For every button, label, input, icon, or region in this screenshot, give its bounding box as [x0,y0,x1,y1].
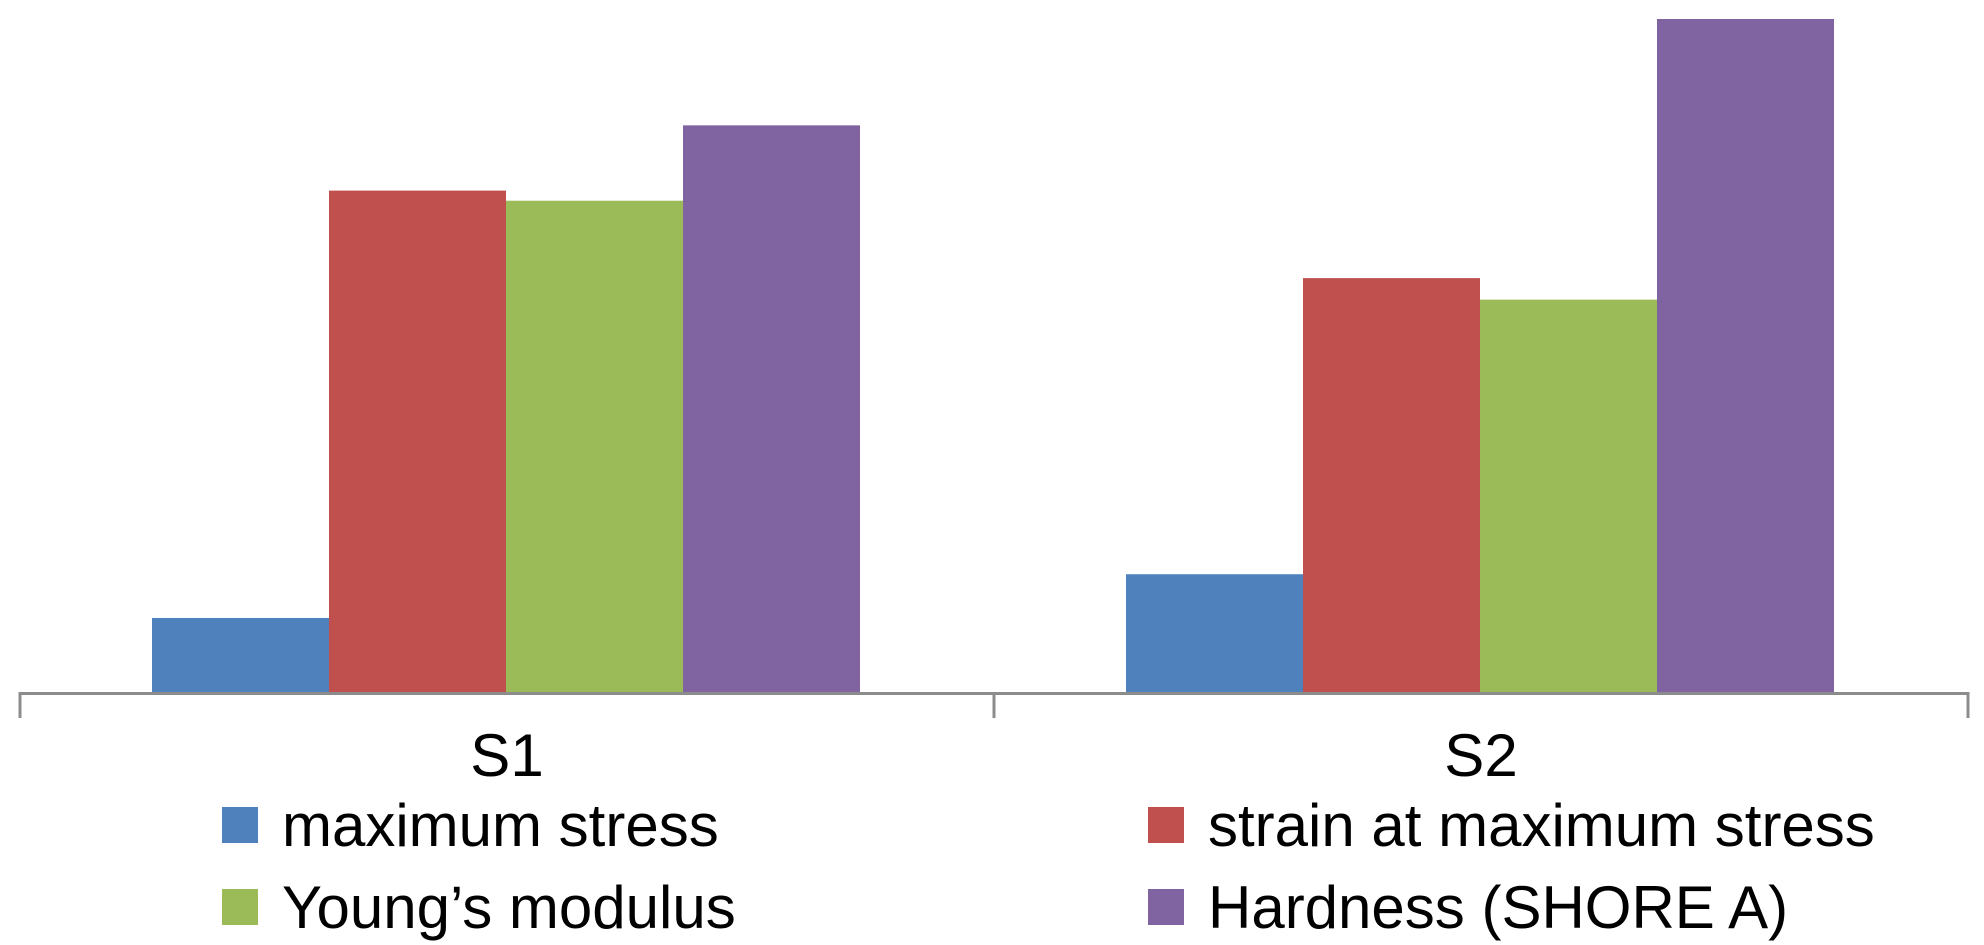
legend-swatch [222,889,258,925]
x-axis-tick-labels: S1 S2 [470,722,1517,789]
bar-s1-series-2 [329,190,506,693]
legend-label: Hardness (SHORE A) [1208,874,1788,941]
bar-s1-series-3 [506,200,683,692]
legend-item-1: maximum stress [222,792,719,859]
bars-layer [152,19,1834,693]
legend: maximum stress strain at maximum stress Yo… [222,792,1875,941]
x-axis-ticks [18,692,1970,718]
x-tick-label-s2: S2 [1444,722,1517,789]
x-tick-label-s1: S1 [470,722,543,789]
bar-s2-series-2 [1303,278,1480,692]
legend-swatch [222,807,258,843]
legend-item-4: Hardness (SHORE A) [1148,874,1788,941]
legend-swatch [1148,807,1184,843]
legend-swatch [1148,889,1184,925]
bar-s2-series-1 [1126,574,1303,692]
legend-label: maximum stress [282,792,719,859]
bar-s2-series-3 [1480,299,1657,692]
bar-s2-series-4 [1657,19,1834,692]
bar-s1-series-1 [152,617,329,692]
legend-label: Young’s modulus [282,874,736,941]
bar-s1-series-4 [683,125,860,693]
legend-label: strain at maximum stress [1208,792,1875,859]
legend-item-2: strain at maximum stress [1148,792,1875,859]
legend-item-3: Young’s modulus [222,874,736,941]
